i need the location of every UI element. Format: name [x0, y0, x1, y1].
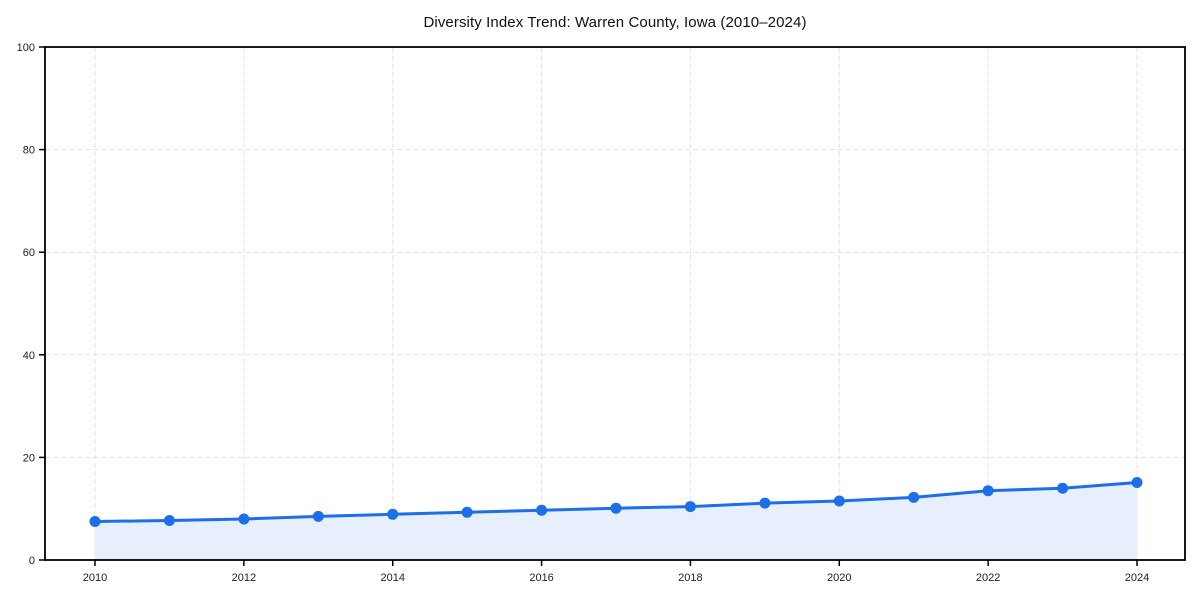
data-point	[238, 513, 250, 525]
x-tick-label: 2022	[976, 572, 1000, 584]
y-tick-label: 80	[23, 145, 35, 157]
x-tick-label: 2010	[83, 572, 107, 584]
y-tick-label: 0	[29, 555, 35, 567]
x-tick-label: 2018	[678, 572, 702, 584]
y-tick-label: 100	[17, 42, 35, 54]
data-point	[163, 515, 175, 526]
data-point	[312, 510, 324, 522]
data-point	[833, 495, 845, 507]
data-point	[908, 491, 920, 503]
y-tick-label: 40	[23, 350, 35, 362]
plot-border	[44, 46, 1186, 561]
area-fill	[95, 482, 1137, 560]
data-point	[759, 497, 771, 509]
data-point	[684, 501, 696, 513]
y-tick-label: 20	[23, 452, 35, 464]
data-point	[610, 502, 622, 514]
data-point	[982, 485, 994, 497]
x-tick-label: 2014	[380, 572, 404, 584]
chart-title: Diversity Index Trend: Warren County, Io…	[423, 14, 807, 31]
data-point	[89, 516, 101, 527]
x-tick-label: 2020	[827, 572, 851, 584]
x-tick-label: 2024	[1125, 572, 1149, 584]
data-point	[387, 508, 399, 520]
x-tick-label: 2012	[232, 572, 256, 584]
data-point	[536, 504, 548, 516]
data-point	[1057, 482, 1069, 494]
x-tick-label: 2016	[529, 572, 553, 584]
data-point	[461, 506, 473, 518]
y-tick-label: 60	[23, 247, 35, 259]
data-point	[1131, 477, 1143, 488]
